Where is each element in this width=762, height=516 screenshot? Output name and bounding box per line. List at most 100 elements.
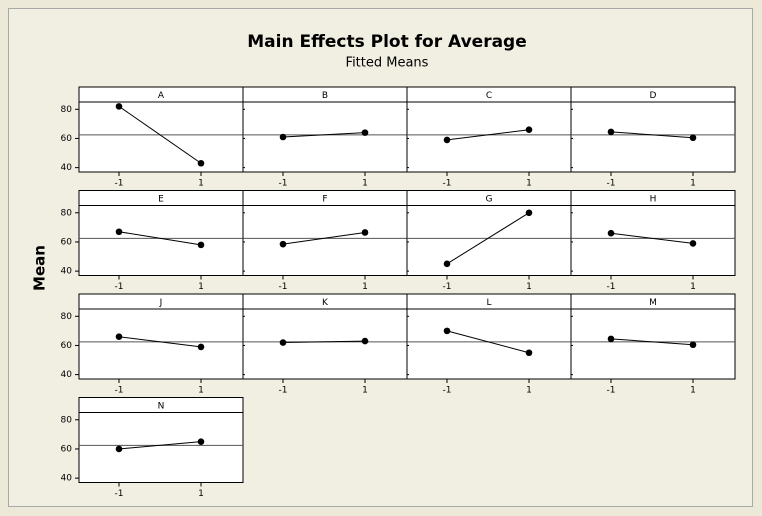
- effect-point: [443, 260, 451, 268]
- effect-point: [115, 228, 123, 236]
- panel: [570, 205, 736, 276]
- panel: [242, 308, 408, 380]
- x-tick-label: 1: [362, 282, 368, 292]
- effect-line: [282, 132, 366, 138]
- panel-header: [78, 397, 244, 413]
- effect-point: [525, 126, 533, 134]
- panel: [570, 101, 736, 173]
- x-tick-label: -1: [279, 282, 288, 292]
- effect-line: [118, 336, 202, 348]
- panel-title: F: [322, 195, 327, 205]
- y-tick-label: 40: [61, 267, 73, 277]
- y-axis-label: Mean: [31, 245, 49, 291]
- y-tick-label: 80: [61, 208, 73, 218]
- panel: [406, 205, 572, 276]
- x-tick-label: -1: [115, 489, 124, 499]
- x-tick-label: 1: [198, 179, 204, 189]
- effect-line: [610, 131, 694, 139]
- panel: [406, 101, 572, 173]
- effect-point: [361, 337, 369, 345]
- x-tick-label: 1: [198, 386, 204, 396]
- panel-title: L: [486, 298, 491, 308]
- effect-line: [118, 105, 202, 164]
- effect-point: [525, 209, 533, 217]
- panel: [78, 308, 244, 380]
- x-tick-label: -1: [607, 282, 616, 292]
- y-tick-label: 60: [61, 134, 73, 144]
- panel: [78, 101, 244, 173]
- x-tick-label: 1: [690, 179, 696, 189]
- effect-point: [443, 136, 451, 144]
- panel-title: E: [158, 195, 164, 205]
- effect-point: [279, 240, 287, 248]
- x-tick-label: 1: [690, 386, 696, 396]
- effect-point: [607, 128, 615, 136]
- effect-point: [279, 339, 287, 346]
- effect-line: [118, 231, 202, 246]
- effect-point: [525, 349, 533, 357]
- effect-point: [197, 159, 205, 167]
- panel-title: K: [322, 298, 329, 308]
- y-tick-label: 60: [61, 444, 73, 454]
- panel-header: [570, 190, 736, 206]
- effect-line: [446, 212, 530, 265]
- effect-point: [607, 229, 615, 237]
- effect-point: [361, 229, 369, 236]
- effect-point: [115, 445, 123, 453]
- panel-title: M: [649, 298, 657, 308]
- x-tick-label: -1: [279, 179, 288, 189]
- x-tick-label: 1: [526, 386, 532, 396]
- y-tick-label: 80: [61, 312, 73, 322]
- x-tick-label: -1: [443, 179, 452, 189]
- panel-title: N: [158, 402, 165, 412]
- x-tick-label: -1: [607, 179, 616, 189]
- x-tick-label: -1: [115, 282, 124, 292]
- panel-title: H: [650, 195, 657, 205]
- effect-point: [607, 335, 615, 343]
- panel: [78, 412, 244, 483]
- chart-title: Main Effects Plot for Average: [247, 32, 527, 52]
- y-tick-label: 60: [61, 341, 73, 351]
- y-tick-label: 60: [61, 237, 73, 247]
- x-tick-label: -1: [115, 386, 124, 396]
- panel: [406, 308, 572, 380]
- panel-header: [570, 86, 736, 103]
- effect-point: [115, 333, 123, 341]
- x-tick-label: 1: [526, 282, 532, 292]
- panel-title: J: [159, 298, 163, 308]
- effect-point: [689, 341, 697, 349]
- panel-title: G: [486, 195, 493, 205]
- panel: [242, 205, 408, 276]
- x-tick-label: 1: [198, 282, 204, 292]
- y-tick-label: 40: [61, 163, 73, 173]
- x-tick-label: 1: [198, 489, 204, 499]
- effect-point: [443, 327, 451, 335]
- panel-title: A: [158, 91, 165, 101]
- effect-line: [446, 330, 530, 354]
- effect-point: [361, 129, 369, 136]
- x-tick-label: -1: [115, 179, 124, 189]
- x-tick-label: -1: [607, 386, 616, 396]
- effect-line: [118, 441, 202, 450]
- effect-line: [282, 340, 366, 344]
- effect-line: [282, 231, 366, 245]
- panel-title: B: [322, 91, 328, 101]
- x-tick-label: -1: [443, 386, 452, 396]
- panel-title: C: [486, 91, 492, 101]
- panel: [242, 101, 408, 173]
- x-tick-label: 1: [690, 282, 696, 292]
- panel: [570, 308, 736, 380]
- effect-point: [197, 241, 205, 249]
- chart-subtitle: Fitted Means: [346, 56, 429, 71]
- effect-point: [279, 133, 287, 141]
- x-tick-label: -1: [443, 282, 452, 292]
- effect-point: [689, 134, 697, 142]
- effect-point: [689, 240, 697, 247]
- y-tick-label: 40: [61, 370, 73, 380]
- effect-line: [610, 232, 694, 244]
- effect-line: [610, 338, 694, 346]
- panel-title: D: [650, 91, 657, 101]
- y-tick-label: 40: [61, 474, 73, 484]
- effect-point: [115, 103, 123, 110]
